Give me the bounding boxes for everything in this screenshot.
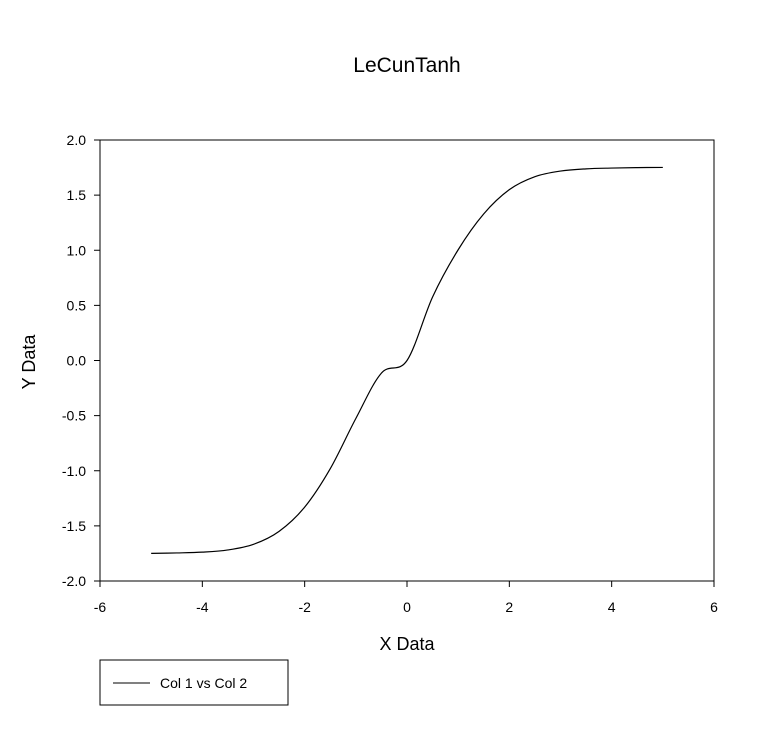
series-layer bbox=[151, 166, 663, 554]
x-tick-label: -2 bbox=[298, 599, 311, 615]
y-tick-label: 2.0 bbox=[67, 132, 87, 148]
y-tick-label: -2.0 bbox=[62, 573, 86, 589]
y-tick-label: -0.5 bbox=[62, 408, 86, 424]
x-tick-label: -4 bbox=[196, 599, 209, 615]
x-tick-label: 4 bbox=[608, 599, 616, 615]
legend: Col 1 vs Col 2 bbox=[99, 659, 289, 706]
chart-title: LeCunTanh bbox=[353, 54, 460, 77]
x-tick-label: 0 bbox=[403, 599, 411, 615]
x-tick-label: -6 bbox=[94, 599, 107, 615]
legend-entry-col1-vs-col2: Col 1 vs Col 2 bbox=[160, 675, 247, 691]
x-axis-ticks: -6 -4 -2 0 2 4 6 bbox=[94, 581, 718, 615]
series-line-0 bbox=[151, 166, 663, 554]
x-tick-label: 6 bbox=[710, 599, 718, 615]
y-tick-label: 0.0 bbox=[67, 353, 87, 369]
y-tick-label: -1.5 bbox=[62, 518, 86, 534]
y-tick-label: -1.0 bbox=[62, 463, 86, 479]
x-tick-label: 2 bbox=[505, 599, 513, 615]
y-tick-label: 0.5 bbox=[67, 297, 87, 313]
x-axis-label: X Data bbox=[379, 634, 435, 654]
y-tick-label: 1.0 bbox=[67, 242, 87, 258]
y-axis-label: Y Data bbox=[19, 334, 39, 390]
y-axis-ticks: -2.0 -1.5 -1.0 -0.5 0.0 0.5 1.0 1.5 2.0 bbox=[62, 132, 100, 589]
y-tick-label: 1.5 bbox=[67, 187, 87, 203]
